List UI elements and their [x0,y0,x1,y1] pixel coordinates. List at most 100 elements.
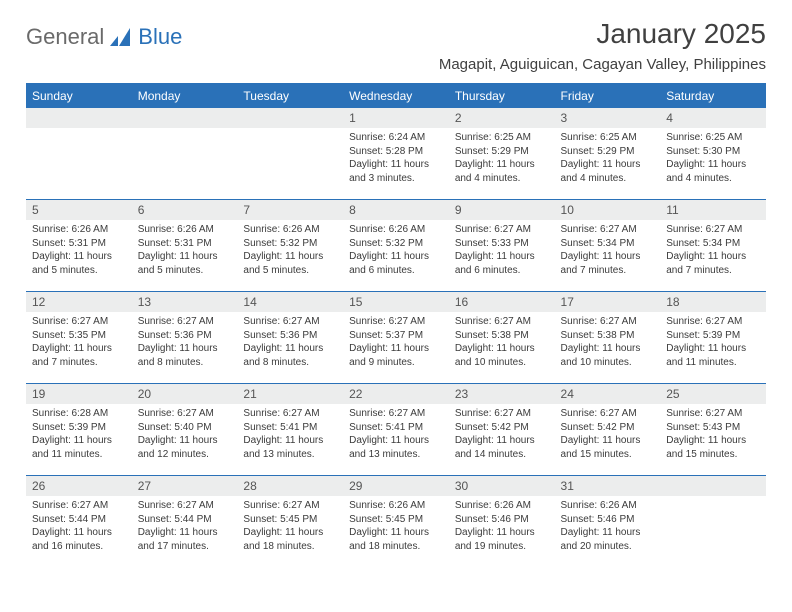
sunset-text: Sunset: 5:46 PM [455,513,549,527]
sunrise-text: Sunrise: 6:27 AM [666,407,760,421]
title-block: January 2025 Magapit, Aguiguican, Cagaya… [439,18,766,73]
sunrise-text: Sunrise: 6:26 AM [455,499,549,513]
day-number: 16 [449,292,555,312]
sunrise-text: Sunrise: 6:27 AM [349,315,443,329]
day-number [237,108,343,128]
month-title: January 2025 [439,18,766,50]
sunset-text: Sunset: 5:37 PM [349,329,443,343]
calendar-cell: 1Sunrise: 6:24 AMSunset: 5:28 PMDaylight… [343,108,449,200]
calendar-cell: 22Sunrise: 6:27 AMSunset: 5:41 PMDayligh… [343,384,449,476]
calendar-cell: 21Sunrise: 6:27 AMSunset: 5:41 PMDayligh… [237,384,343,476]
day-number: 8 [343,200,449,220]
calendar-cell: 18Sunrise: 6:27 AMSunset: 5:39 PMDayligh… [660,292,766,384]
day-number: 28 [237,476,343,496]
day-number: 7 [237,200,343,220]
calendar-cell: 24Sunrise: 6:27 AMSunset: 5:42 PMDayligh… [555,384,661,476]
sunset-text: Sunset: 5:28 PM [349,145,443,159]
daylight-text: Daylight: 11 hours and 4 minutes. [455,158,549,185]
sunrise-text: Sunrise: 6:26 AM [349,499,443,513]
cell-body: Sunrise: 6:26 AMSunset: 5:46 PMDaylight:… [449,496,555,555]
daylight-text: Daylight: 11 hours and 16 minutes. [32,526,126,553]
calendar-cell: 7Sunrise: 6:26 AMSunset: 5:32 PMDaylight… [237,200,343,292]
cell-body: Sunrise: 6:26 AMSunset: 5:32 PMDaylight:… [237,220,343,279]
calendar-cell: 27Sunrise: 6:27 AMSunset: 5:44 PMDayligh… [132,476,238,568]
daylight-text: Daylight: 11 hours and 14 minutes. [455,434,549,461]
daylight-text: Daylight: 11 hours and 20 minutes. [561,526,655,553]
calendar-cell: 6Sunrise: 6:26 AMSunset: 5:31 PMDaylight… [132,200,238,292]
cell-body: Sunrise: 6:24 AMSunset: 5:28 PMDaylight:… [343,128,449,187]
sunrise-text: Sunrise: 6:25 AM [561,131,655,145]
location-text: Magapit, Aguiguican, Cagayan Valley, Phi… [439,56,766,73]
sunset-text: Sunset: 5:42 PM [561,421,655,435]
calendar-cell: 4Sunrise: 6:25 AMSunset: 5:30 PMDaylight… [660,108,766,200]
sunrise-text: Sunrise: 6:26 AM [32,223,126,237]
sunrise-text: Sunrise: 6:26 AM [243,223,337,237]
cell-body: Sunrise: 6:26 AMSunset: 5:31 PMDaylight:… [132,220,238,279]
sunrise-text: Sunrise: 6:27 AM [138,499,232,513]
page-container: General Blue January 2025 Magapit, Aguig… [0,0,792,568]
day-number: 24 [555,384,661,404]
cell-body: Sunrise: 6:27 AMSunset: 5:42 PMDaylight:… [555,404,661,463]
calendar-header-row: SundayMondayTuesdayWednesdayThursdayFrid… [26,84,766,108]
sunrise-text: Sunrise: 6:27 AM [349,407,443,421]
sunrise-text: Sunrise: 6:27 AM [455,315,549,329]
cell-body: Sunrise: 6:27 AMSunset: 5:39 PMDaylight:… [660,312,766,371]
cell-body: Sunrise: 6:27 AMSunset: 5:33 PMDaylight:… [449,220,555,279]
cell-body: Sunrise: 6:27 AMSunset: 5:34 PMDaylight:… [660,220,766,279]
daylight-text: Daylight: 11 hours and 12 minutes. [138,434,232,461]
day-header: Sunday [26,84,132,108]
calendar-cell: 29Sunrise: 6:26 AMSunset: 5:45 PMDayligh… [343,476,449,568]
day-header: Monday [132,84,238,108]
day-number: 2 [449,108,555,128]
day-number: 14 [237,292,343,312]
cell-body: Sunrise: 6:27 AMSunset: 5:35 PMDaylight:… [26,312,132,371]
calendar-body: 1Sunrise: 6:24 AMSunset: 5:28 PMDaylight… [26,108,766,568]
day-number: 22 [343,384,449,404]
cell-body: Sunrise: 6:27 AMSunset: 5:44 PMDaylight:… [26,496,132,555]
day-number: 29 [343,476,449,496]
calendar-cell: 28Sunrise: 6:27 AMSunset: 5:45 PMDayligh… [237,476,343,568]
day-number: 30 [449,476,555,496]
sunset-text: Sunset: 5:29 PM [455,145,549,159]
sunset-text: Sunset: 5:45 PM [243,513,337,527]
calendar-cell: 3Sunrise: 6:25 AMSunset: 5:29 PMDaylight… [555,108,661,200]
day-number: 19 [26,384,132,404]
cell-body: Sunrise: 6:26 AMSunset: 5:46 PMDaylight:… [555,496,661,555]
sunrise-text: Sunrise: 6:26 AM [349,223,443,237]
brand-mark-icon [110,28,136,46]
calendar-cell: 2Sunrise: 6:25 AMSunset: 5:29 PMDaylight… [449,108,555,200]
cell-body: Sunrise: 6:27 AMSunset: 5:36 PMDaylight:… [237,312,343,371]
cell-body: Sunrise: 6:26 AMSunset: 5:32 PMDaylight:… [343,220,449,279]
daylight-text: Daylight: 11 hours and 4 minutes. [561,158,655,185]
sunrise-text: Sunrise: 6:27 AM [243,315,337,329]
sunset-text: Sunset: 5:32 PM [243,237,337,251]
day-header: Wednesday [343,84,449,108]
daylight-text: Daylight: 11 hours and 17 minutes. [138,526,232,553]
daylight-text: Daylight: 11 hours and 11 minutes. [666,342,760,369]
daylight-text: Daylight: 11 hours and 3 minutes. [349,158,443,185]
daylight-text: Daylight: 11 hours and 6 minutes. [349,250,443,277]
sunset-text: Sunset: 5:32 PM [349,237,443,251]
day-number: 1 [343,108,449,128]
sunrise-text: Sunrise: 6:25 AM [666,131,760,145]
day-number: 18 [660,292,766,312]
cell-body: Sunrise: 6:26 AMSunset: 5:45 PMDaylight:… [343,496,449,555]
sunrise-text: Sunrise: 6:27 AM [561,223,655,237]
calendar-week-row: 19Sunrise: 6:28 AMSunset: 5:39 PMDayligh… [26,384,766,476]
cell-body: Sunrise: 6:25 AMSunset: 5:29 PMDaylight:… [449,128,555,187]
day-number: 25 [660,384,766,404]
calendar-cell: 13Sunrise: 6:27 AMSunset: 5:36 PMDayligh… [132,292,238,384]
day-number: 31 [555,476,661,496]
sunrise-text: Sunrise: 6:27 AM [32,315,126,329]
day-number: 20 [132,384,238,404]
calendar-table: SundayMondayTuesdayWednesdayThursdayFrid… [26,83,766,568]
sunset-text: Sunset: 5:34 PM [561,237,655,251]
day-number: 11 [660,200,766,220]
calendar-cell: 15Sunrise: 6:27 AMSunset: 5:37 PMDayligh… [343,292,449,384]
day-number: 17 [555,292,661,312]
daylight-text: Daylight: 11 hours and 11 minutes. [32,434,126,461]
sunrise-text: Sunrise: 6:27 AM [138,407,232,421]
calendar-cell: 10Sunrise: 6:27 AMSunset: 5:34 PMDayligh… [555,200,661,292]
calendar-cell: 30Sunrise: 6:26 AMSunset: 5:46 PMDayligh… [449,476,555,568]
sunrise-text: Sunrise: 6:28 AM [32,407,126,421]
